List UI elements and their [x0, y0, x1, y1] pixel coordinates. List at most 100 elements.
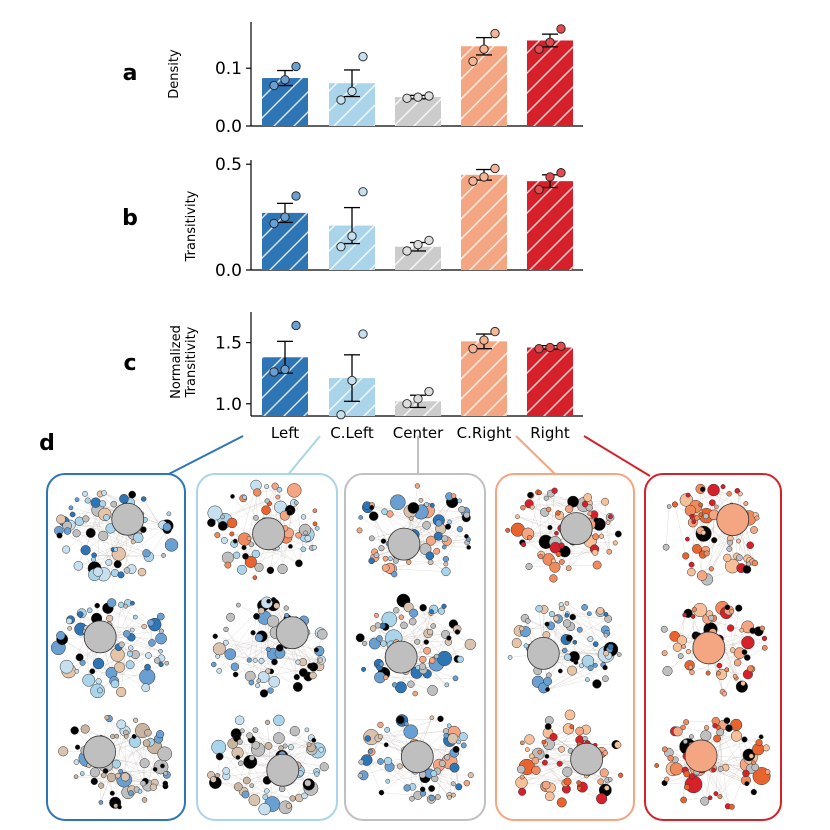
x-tick-label: Left	[271, 424, 299, 442]
network-node	[597, 778, 604, 785]
network-node	[358, 515, 363, 520]
network-node	[449, 762, 460, 773]
data-point	[479, 44, 489, 54]
network-node	[700, 730, 712, 742]
network-node	[380, 538, 387, 544]
network-node	[446, 723, 452, 729]
network-edge	[691, 516, 731, 543]
bar-hatch	[527, 181, 573, 270]
network-node	[761, 635, 768, 642]
data-point	[269, 367, 279, 377]
network-node	[235, 755, 241, 760]
network-node	[251, 549, 261, 559]
network-node	[559, 559, 565, 565]
network-node	[62, 545, 71, 554]
network-node	[688, 561, 695, 568]
network-node	[671, 501, 678, 508]
network-node	[528, 753, 535, 760]
network-node	[515, 514, 520, 520]
network-node	[409, 608, 419, 618]
network-node	[724, 667, 730, 673]
network-node	[407, 502, 420, 514]
network-node	[602, 750, 609, 756]
network-edge	[522, 752, 575, 792]
network-node	[452, 745, 460, 753]
network-node	[58, 746, 69, 757]
network-node	[454, 629, 461, 635]
network-node	[585, 677, 590, 683]
network-node	[145, 652, 152, 659]
network-node	[248, 679, 255, 686]
network-node	[729, 609, 735, 614]
network-node	[99, 500, 107, 508]
network-node	[567, 665, 577, 676]
bar-hatch	[461, 341, 507, 416]
network-node	[75, 744, 81, 750]
network-node	[700, 796, 710, 806]
network-node	[525, 747, 530, 752]
network-node	[207, 505, 223, 521]
network-node	[430, 770, 438, 777]
network-node	[755, 739, 763, 747]
network-node	[429, 609, 434, 615]
network-node	[116, 719, 127, 730]
network-node	[210, 776, 217, 783]
network-node	[725, 724, 733, 732]
network-node	[383, 756, 393, 766]
network-node	[282, 743, 288, 749]
network-node	[82, 673, 96, 687]
network-node	[157, 746, 173, 762]
network-node	[258, 657, 265, 664]
network-node	[158, 628, 164, 634]
network-node	[133, 717, 139, 723]
network-node	[103, 514, 110, 521]
network-node	[708, 499, 716, 507]
network-node	[89, 767, 100, 778]
network-edge	[213, 739, 252, 780]
network-node	[581, 501, 589, 508]
network-node	[556, 797, 567, 808]
network-node	[728, 803, 735, 810]
network-edge	[103, 525, 168, 575]
network-node	[537, 749, 543, 755]
network-node	[116, 686, 127, 698]
network-node	[717, 766, 724, 772]
network-node	[267, 615, 280, 628]
network-edge	[225, 629, 264, 678]
network-edge	[230, 607, 287, 655]
data-point	[291, 191, 301, 201]
network-node	[557, 668, 563, 674]
network-node	[292, 682, 303, 692]
network-node	[236, 602, 241, 608]
network-node	[141, 683, 150, 693]
network-node	[295, 559, 303, 568]
network-node	[65, 617, 73, 625]
network-node	[237, 739, 243, 745]
network-node	[381, 564, 390, 572]
network-node	[426, 628, 434, 636]
y-axis-label: Density	[167, 49, 182, 99]
network-node	[396, 715, 405, 725]
network-node	[378, 661, 384, 667]
network-node	[153, 657, 161, 664]
network-node	[466, 545, 471, 550]
network-node	[246, 732, 253, 739]
network-node	[744, 781, 750, 787]
network-node	[726, 546, 733, 552]
network-edge	[522, 776, 568, 782]
network-node	[142, 549, 151, 558]
network-hub-node	[252, 517, 285, 551]
network-node	[118, 641, 125, 648]
network-node	[702, 513, 709, 520]
network-edge	[401, 718, 441, 721]
panel-letter-c: c	[123, 351, 136, 376]
network-graph	[50, 598, 170, 699]
network-node	[427, 559, 434, 566]
network-node	[127, 790, 134, 796]
network-node	[684, 504, 696, 517]
network-node	[529, 504, 535, 510]
network-edge	[521, 714, 571, 792]
network-node	[408, 516, 414, 521]
network-hub-node	[111, 502, 145, 536]
network-node	[741, 635, 755, 650]
